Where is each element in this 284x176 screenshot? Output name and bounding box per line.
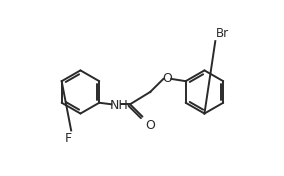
Text: O: O: [162, 72, 172, 85]
Text: NH: NH: [110, 99, 129, 112]
Text: F: F: [64, 132, 72, 145]
Text: Br: Br: [216, 27, 229, 40]
Text: O: O: [145, 119, 155, 132]
